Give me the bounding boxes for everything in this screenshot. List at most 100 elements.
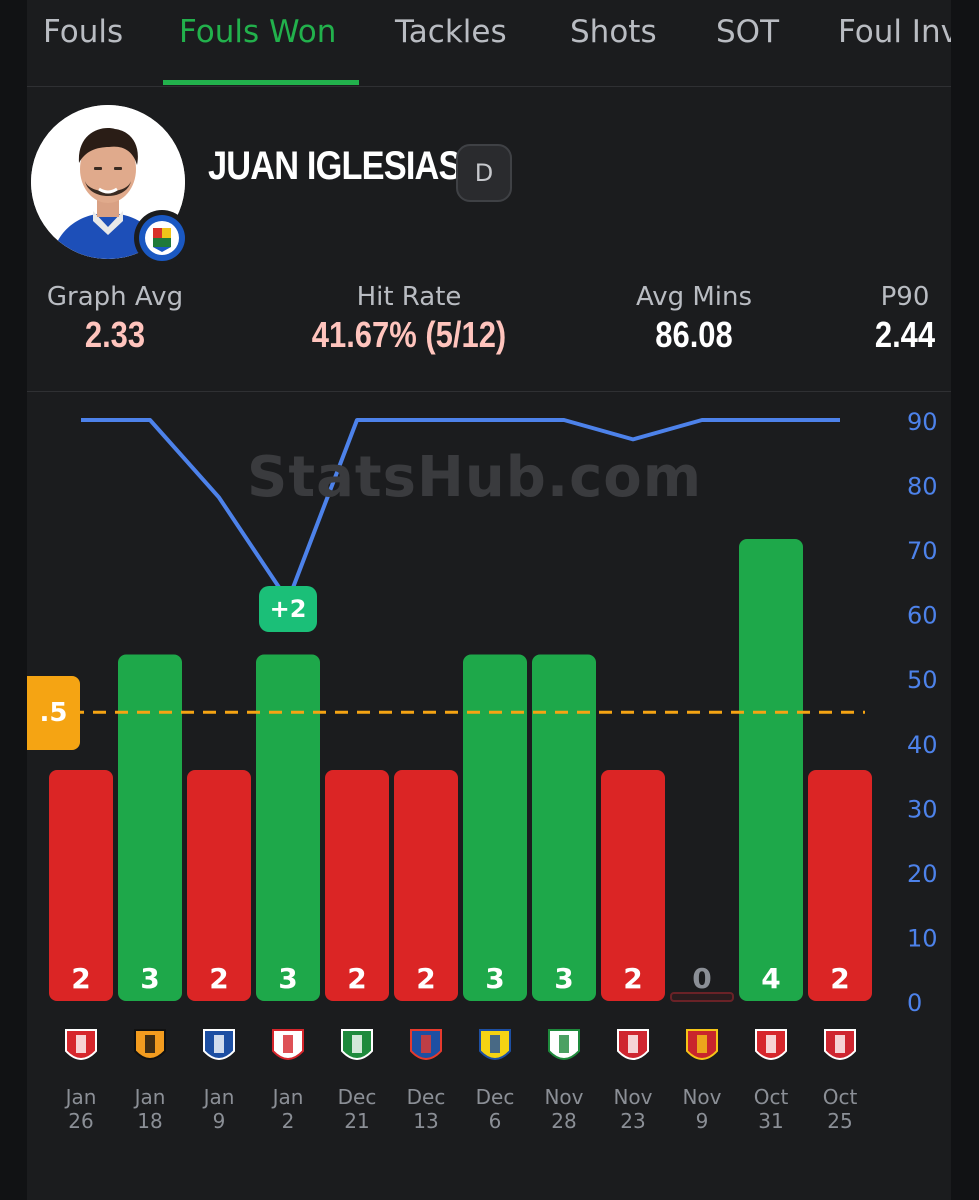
bar	[256, 654, 320, 1001]
y-tick-label: 90	[907, 408, 938, 436]
date-month-label: Dec	[338, 1085, 377, 1109]
club-logo-detail	[628, 1035, 638, 1053]
club-logo-detail	[697, 1035, 707, 1053]
bar	[739, 539, 803, 1001]
club-logo-detail	[559, 1035, 569, 1053]
date-month-label: Jan	[133, 1085, 166, 1109]
date-day-label: 31	[758, 1109, 783, 1133]
stat-avg-mins: Avg Mins 86.08	[623, 282, 765, 356]
divider	[27, 391, 951, 392]
date-day-label: 26	[68, 1109, 93, 1133]
club-logo-detail	[283, 1035, 293, 1053]
date-month-label: Nov	[613, 1085, 652, 1109]
stat-label: P90	[880, 282, 930, 312]
minutes-delta-badge: +2	[259, 586, 317, 632]
club-logo-detail	[766, 1035, 776, 1053]
date-day-label: 21	[344, 1109, 369, 1133]
club-badge-icon	[134, 210, 190, 266]
player-stats-card: Fouls Fouls Won Tackles Shots SOT Foul I…	[27, 0, 951, 1200]
player-avatar	[31, 105, 185, 259]
stat-hit-rate: Hit Rate 41.67% (5/12)	[289, 282, 529, 356]
bar	[808, 770, 872, 1001]
tab-fouls-won[interactable]: Fouls Won	[179, 14, 337, 50]
y-tick-label: 50	[907, 666, 938, 694]
bar-value-label: 3	[140, 962, 159, 995]
stat-tabs: Fouls Fouls Won Tackles Shots SOT Foul I…	[27, 0, 951, 87]
stat-label: Graph Avg	[46, 282, 184, 312]
bar-value-label: 2	[830, 962, 849, 995]
tab-sot[interactable]: SOT	[716, 14, 780, 50]
bar	[670, 992, 734, 1002]
bar-value-label: 2	[623, 962, 642, 995]
position-badge: D	[456, 144, 512, 202]
y-tick-label: 70	[907, 537, 938, 565]
date-day-label: 13	[413, 1109, 438, 1133]
club-logo-detail	[76, 1035, 86, 1053]
stat-value: 86.08	[655, 314, 733, 355]
bar-value-label: 3	[278, 962, 297, 995]
date-month-label: Oct	[754, 1085, 789, 1109]
bar	[118, 654, 182, 1001]
bar-value-label: 3	[554, 962, 573, 995]
bar	[394, 770, 458, 1001]
y-tick-label: 10	[907, 924, 938, 952]
date-day-label: 25	[827, 1109, 852, 1133]
bar-value-label: 4	[761, 962, 780, 995]
bar	[187, 770, 251, 1001]
bar	[49, 770, 113, 1001]
y-tick-label: 40	[907, 731, 938, 759]
date-month-label: Dec	[476, 1085, 515, 1109]
stat-value: 2.44	[874, 314, 936, 355]
date-month-label: Nov	[544, 1085, 583, 1109]
date-month-label: Jan	[202, 1085, 235, 1109]
y-tick-label: 60	[907, 602, 938, 630]
bar	[325, 770, 389, 1001]
bar-value-label: 2	[209, 962, 228, 995]
stat-p90: P90 2.44	[865, 282, 945, 356]
date-day-label: 9	[696, 1109, 709, 1133]
y-tick-label: 80	[907, 473, 938, 501]
club-logo-detail	[352, 1035, 362, 1053]
active-tab-indicator	[163, 80, 359, 85]
stat-value: 41.67% (5/12)	[311, 314, 507, 355]
watermark: StatsHub.com	[247, 445, 703, 510]
bar-value-label: 2	[347, 962, 366, 995]
date-month-label: Dec	[407, 1085, 446, 1109]
tab-tackles[interactable]: Tackles	[395, 14, 507, 50]
bar	[601, 770, 665, 1001]
bar-value-label: 0	[692, 962, 711, 995]
date-day-label: 9	[213, 1109, 226, 1133]
bar	[463, 654, 527, 1001]
date-month-label: Jan	[64, 1085, 97, 1109]
date-day-label: 18	[137, 1109, 162, 1133]
tab-foul-inv[interactable]: Foul Inv	[838, 14, 951, 50]
date-month-label: Oct	[823, 1085, 858, 1109]
tab-shots[interactable]: Shots	[570, 14, 657, 50]
y-tick-label: 20	[907, 860, 938, 888]
stat-label: Hit Rate	[356, 282, 462, 312]
player-name: JUAN IGLESIAS	[208, 144, 461, 188]
date-month-label: Jan	[271, 1085, 304, 1109]
bar-value-label: 2	[416, 962, 435, 995]
club-logo-detail	[214, 1035, 224, 1053]
club-logo-detail	[421, 1035, 431, 1053]
stat-label: Avg Mins	[635, 282, 753, 312]
bar-value-label: 3	[485, 962, 504, 995]
date-month-label: Nov	[682, 1085, 721, 1109]
date-day-label: 6	[489, 1109, 502, 1133]
threshold-label[interactable]: .5	[27, 676, 80, 750]
tab-fouls[interactable]: Fouls	[43, 14, 124, 50]
date-day-label: 2	[282, 1109, 295, 1133]
stat-value: 2.33	[84, 314, 146, 355]
y-tick-label: 0	[907, 989, 922, 1017]
stat-graph-avg: Graph Avg 2.33	[43, 282, 187, 356]
club-logo-detail	[835, 1035, 845, 1053]
minutes-line	[81, 418, 840, 603]
club-logo-detail	[490, 1035, 500, 1053]
bar-value-label: 2	[71, 962, 90, 995]
y-tick-label: 30	[907, 795, 938, 823]
bar	[532, 654, 596, 1001]
date-day-label: 23	[620, 1109, 645, 1133]
club-logo-detail	[145, 1035, 155, 1053]
